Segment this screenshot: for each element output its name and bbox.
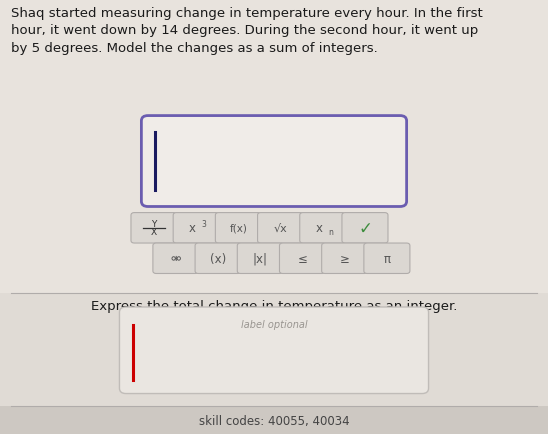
FancyBboxPatch shape [258, 213, 304, 243]
FancyBboxPatch shape [237, 243, 283, 274]
FancyBboxPatch shape [153, 243, 199, 274]
Text: Y: Y [151, 220, 157, 229]
FancyBboxPatch shape [131, 213, 177, 243]
FancyBboxPatch shape [322, 243, 368, 274]
Text: x: x [316, 222, 323, 235]
Text: π: π [384, 252, 390, 265]
Text: ✓: ✓ [358, 219, 372, 237]
FancyBboxPatch shape [342, 213, 388, 243]
Text: Express the total change in temperature as an integer.: Express the total change in temperature … [91, 299, 457, 312]
Bar [0, 0, 548, 293]
FancyBboxPatch shape [195, 243, 241, 274]
Bar [0, 293, 548, 406]
Text: |x|: |x| [253, 252, 268, 265]
Text: 3: 3 [202, 219, 206, 228]
FancyBboxPatch shape [279, 243, 326, 274]
FancyBboxPatch shape [173, 213, 219, 243]
Text: skill codes: 40055, 40034: skill codes: 40055, 40034 [199, 414, 349, 427]
Text: Shaq started measuring change in temperature every hour. In the first
hour, it w: Shaq started measuring change in tempera… [11, 7, 483, 54]
Text: n: n [328, 227, 333, 237]
FancyBboxPatch shape [300, 213, 346, 243]
Text: f(x): f(x) [230, 224, 247, 233]
Text: ≤: ≤ [298, 252, 307, 265]
Text: label optional: label optional [241, 319, 307, 329]
FancyBboxPatch shape [364, 243, 410, 274]
Text: ≥: ≥ [340, 252, 350, 265]
Text: x: x [189, 222, 196, 235]
Text: √x: √x [273, 224, 288, 233]
Text: X: X [151, 228, 157, 237]
FancyBboxPatch shape [141, 116, 407, 207]
FancyBboxPatch shape [119, 307, 429, 394]
Text: ⚮: ⚮ [170, 252, 181, 265]
Text: (x): (x) [210, 252, 226, 265]
FancyBboxPatch shape [215, 213, 261, 243]
